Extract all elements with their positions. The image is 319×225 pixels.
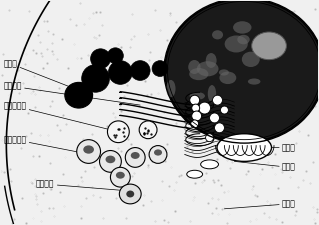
Ellipse shape [192, 104, 200, 112]
Text: 初级溶酶体: 初级溶酶体 [4, 101, 118, 132]
Ellipse shape [82, 65, 109, 92]
Text: 分泌物: 分泌物 [4, 59, 79, 90]
Ellipse shape [233, 21, 251, 34]
Ellipse shape [190, 95, 200, 105]
Ellipse shape [130, 61, 150, 80]
Text: 核仁: 核仁 [269, 15, 291, 43]
Ellipse shape [189, 68, 208, 80]
Ellipse shape [205, 134, 213, 142]
Ellipse shape [208, 85, 216, 102]
Ellipse shape [116, 172, 125, 179]
Ellipse shape [214, 123, 225, 133]
Ellipse shape [65, 82, 93, 108]
Ellipse shape [165, 0, 319, 142]
Text: 次级溶酶体: 次级溶酶体 [4, 135, 91, 155]
Ellipse shape [212, 95, 222, 105]
Ellipse shape [206, 53, 217, 68]
Ellipse shape [192, 111, 202, 121]
Ellipse shape [225, 36, 248, 52]
Ellipse shape [152, 61, 168, 77]
Ellipse shape [108, 121, 129, 143]
Text: 内质网: 内质网 [234, 161, 296, 172]
Ellipse shape [199, 102, 211, 114]
Ellipse shape [149, 146, 167, 163]
Ellipse shape [210, 113, 219, 123]
Ellipse shape [212, 30, 223, 39]
Ellipse shape [187, 170, 203, 178]
Ellipse shape [126, 191, 134, 198]
Ellipse shape [100, 151, 121, 172]
Ellipse shape [252, 32, 286, 60]
Text: 细胞膜: 细胞膜 [225, 199, 296, 209]
Ellipse shape [219, 69, 229, 76]
Ellipse shape [110, 167, 130, 187]
Ellipse shape [119, 184, 141, 204]
Ellipse shape [219, 72, 236, 84]
Ellipse shape [242, 52, 260, 67]
Text: 线粒体: 线粒体 [271, 143, 296, 152]
Ellipse shape [139, 121, 157, 139]
Ellipse shape [108, 48, 123, 64]
Ellipse shape [108, 61, 132, 84]
Ellipse shape [91, 49, 110, 69]
Ellipse shape [77, 140, 100, 163]
Ellipse shape [201, 160, 219, 169]
Ellipse shape [125, 148, 145, 167]
Ellipse shape [83, 145, 94, 154]
Ellipse shape [237, 35, 250, 44]
Ellipse shape [248, 79, 260, 85]
Ellipse shape [197, 61, 219, 76]
Ellipse shape [191, 120, 199, 128]
Text: 吞噬作用: 吞噬作用 [36, 180, 130, 191]
Ellipse shape [189, 92, 205, 100]
Ellipse shape [188, 60, 201, 74]
Ellipse shape [106, 156, 115, 163]
Ellipse shape [131, 152, 140, 159]
Ellipse shape [220, 106, 228, 114]
Ellipse shape [217, 134, 271, 161]
Text: 核膜: 核膜 [245, 64, 291, 75]
Text: 高尔基体: 高尔基体 [4, 82, 140, 105]
Ellipse shape [166, 80, 175, 97]
Ellipse shape [154, 149, 162, 156]
